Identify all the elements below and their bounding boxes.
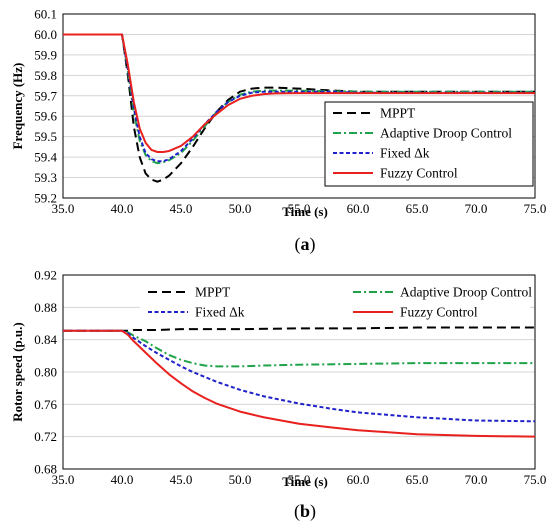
y-tick-label: 0.80 — [34, 365, 57, 380]
y-tick-label: 60.0 — [34, 27, 57, 42]
frequency-plot-frame — [62, 13, 536, 199]
y-tick-label: 0.76 — [34, 397, 57, 412]
frequency-chart: 59.2 59.3 59.4 59.5 59.6 59.7 59.8 59.9 60.0 60.1… — [10, 7, 546, 220]
rotor-speed-x-axis-label: Time (s) — [282, 474, 328, 489]
legend-label-adaptive: Adaptive Droop Control — [400, 285, 532, 300]
series-line-fuzzy — [63, 33, 535, 153]
series-line-mppt — [63, 326, 535, 332]
y-tick-label: 59.9 — [34, 47, 57, 62]
y-tick-label: 59.2 — [34, 191, 57, 206]
x-tick-label: 50.0 — [229, 201, 252, 216]
y-tick-label: 0.84 — [34, 332, 57, 347]
legend-label-fuzzy: Fuzzy Control — [400, 305, 478, 320]
caption-b-close: ) — [310, 501, 316, 522]
rotor-speed-y-axis-label: Rotor speed (p.u.) — [10, 322, 25, 421]
x-tick-label: 55.0 — [288, 472, 311, 487]
caption-b: (b) — [294, 501, 316, 522]
x-tick-label: 50.0 — [229, 472, 252, 487]
y-tick-label: 59.6 — [34, 109, 57, 124]
y-tick-label: 59.8 — [34, 68, 57, 83]
x-tick-label: 55.0 — [288, 201, 311, 216]
legend-label-fixed: Fixed Δk — [380, 146, 430, 161]
frequency-series — [63, 33, 535, 183]
y-tick-label: 0.88 — [34, 300, 57, 315]
legend-label-adaptive: Adaptive Droop Control — [380, 126, 512, 141]
caption-a-letter: a — [301, 234, 310, 254]
x-tick-label: 40.0 — [111, 472, 134, 487]
frequency-legend: MPPT Adaptive Droop Control Fixed Δk Fuzzy … — [324, 101, 534, 187]
caption-b-letter: b — [300, 501, 310, 521]
series-line-fixed — [63, 329, 536, 423]
x-tick-label: 60.0 — [347, 201, 370, 216]
x-tick-label: 65.0 — [406, 201, 429, 216]
rotor-speed-chart: 0.68 0.72 0.76 0.80 0.84 0.88 0.92 35.0 40.0 45.0… — [10, 268, 546, 490]
y-tick-label: 0.72 — [34, 429, 57, 444]
y-tick-label: 59.7 — [34, 88, 57, 103]
legend-label-mppt: MPPT — [195, 285, 231, 300]
legend-label-mppt: MPPT — [380, 106, 416, 121]
legend-box — [140, 281, 530, 321]
y-tick-label: 59.4 — [34, 150, 57, 165]
series-line-fuzzy — [63, 329, 536, 438]
x-tick-label: 70.0 — [465, 472, 488, 487]
x-tick-label: 65.0 — [406, 472, 429, 487]
rotor-speed-legend: MPPT Adaptive Droop Control Fixed Δk Fuzzy … — [140, 281, 532, 321]
caption-a-open: ( — [295, 234, 301, 255]
x-tick-label: 45.0 — [170, 201, 193, 216]
caption-a-close: ) — [310, 234, 316, 255]
y-tick-label: 0.92 — [34, 268, 57, 283]
rotor-speed-tick-labels: 0.68 0.72 0.76 0.80 0.84 0.88 0.92 35.0 40.0 45.0… — [34, 268, 546, 488]
caption-b-open: ( — [294, 501, 300, 522]
frequency-y-axis-label: Frequency (Hz) — [10, 63, 25, 150]
rotor-speed-series — [63, 326, 536, 438]
x-tick-label: 70.0 — [465, 201, 488, 216]
rotor-speed-plot-frame — [62, 274, 536, 470]
y-tick-label: 60.1 — [34, 7, 57, 22]
y-tick-label: 59.5 — [34, 129, 57, 144]
x-tick-label: 45.0 — [170, 472, 193, 487]
series-line-adaptive — [63, 329, 535, 368]
x-tick-label: 40.0 — [111, 201, 134, 216]
frequency-tick-labels: 59.2 59.3 59.4 59.5 59.6 59.7 59.8 59.9 60.0 60.1… — [34, 7, 546, 217]
y-tick-label: 59.3 — [34, 170, 57, 185]
legend-label-fuzzy: Fuzzy Control — [380, 166, 458, 181]
x-tick-label: 35.0 — [52, 472, 75, 487]
legend-label-fixed: Fixed Δk — [195, 305, 245, 320]
x-tick-label: 75.0 — [524, 472, 547, 487]
x-tick-label: 35.0 — [52, 201, 75, 216]
x-tick-label: 60.0 — [347, 472, 370, 487]
caption-a: (a) — [295, 234, 316, 255]
x-tick-label: 75.0 — [524, 201, 547, 216]
y-tick-label: 0.68 — [34, 462, 57, 477]
frequency-x-axis-label: Time (s) — [282, 204, 328, 219]
